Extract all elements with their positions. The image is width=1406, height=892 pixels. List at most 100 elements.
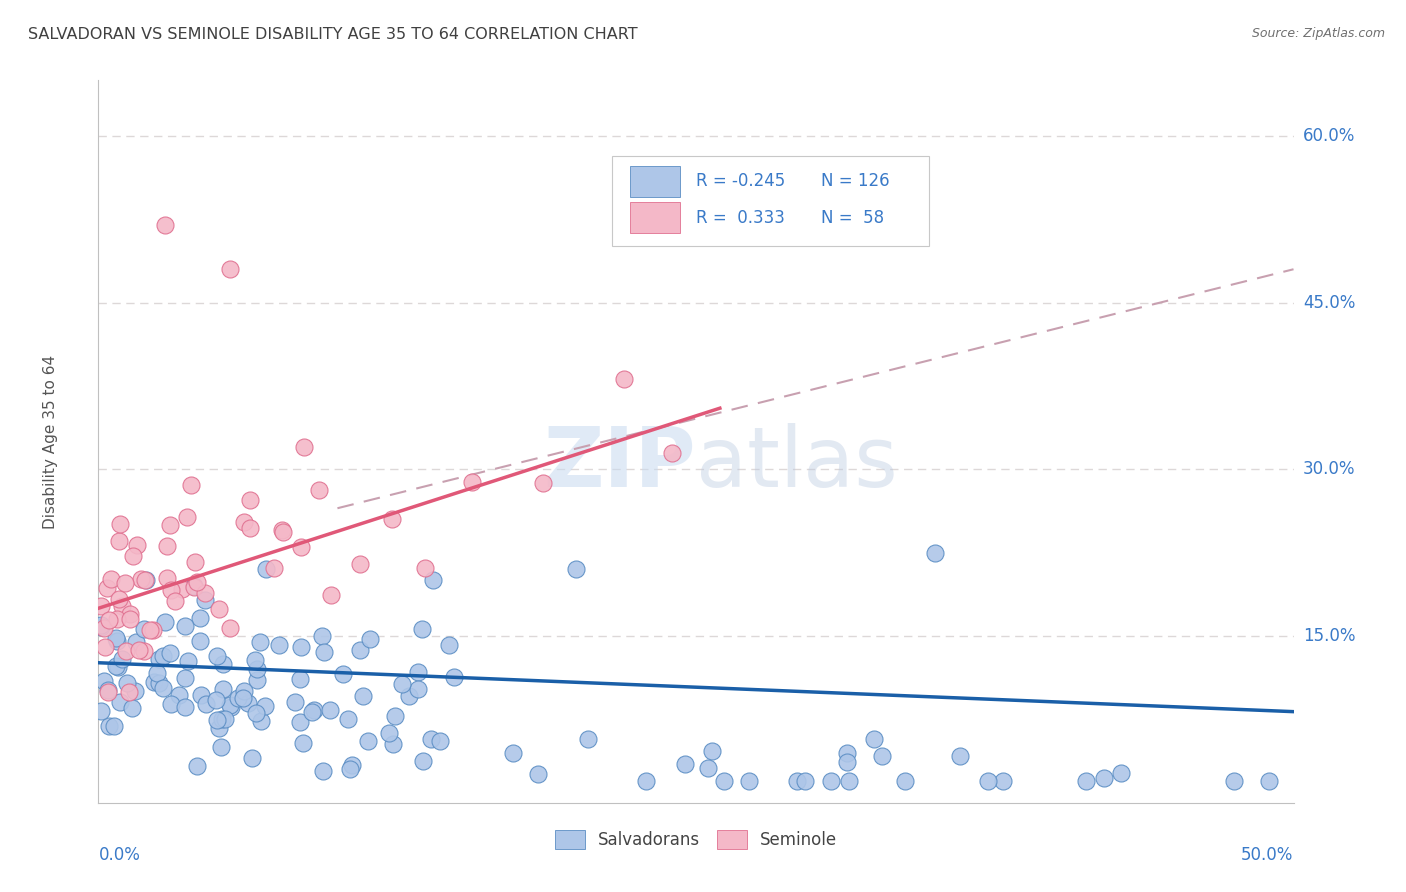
Point bbox=[183, 579, 205, 593]
Point bbox=[195, 697, 218, 711]
Text: 15.0%: 15.0% bbox=[1303, 627, 1355, 645]
Point bbox=[419, 731, 441, 746]
Point bbox=[991, 773, 1014, 788]
Point bbox=[214, 713, 236, 727]
Point bbox=[634, 773, 657, 788]
Point bbox=[697, 761, 720, 775]
Point bbox=[302, 703, 325, 717]
Point bbox=[148, 676, 170, 690]
Point bbox=[219, 700, 242, 714]
Point bbox=[288, 672, 311, 686]
Point bbox=[90, 617, 112, 632]
Point bbox=[1109, 766, 1132, 780]
Point bbox=[301, 705, 323, 719]
Point bbox=[165, 593, 187, 607]
Point bbox=[159, 518, 181, 533]
Point bbox=[97, 684, 120, 698]
Point bbox=[108, 534, 131, 549]
Point bbox=[105, 659, 128, 673]
Point bbox=[319, 588, 342, 602]
FancyBboxPatch shape bbox=[630, 202, 681, 233]
Point bbox=[271, 525, 294, 540]
Point bbox=[1223, 773, 1246, 788]
Point bbox=[232, 690, 254, 705]
Point bbox=[284, 696, 307, 710]
Point bbox=[406, 681, 429, 696]
Point bbox=[977, 773, 1000, 788]
Text: N =  58: N = 58 bbox=[821, 209, 884, 227]
FancyBboxPatch shape bbox=[630, 166, 681, 196]
Point bbox=[142, 675, 165, 690]
Point bbox=[673, 756, 696, 771]
Point bbox=[160, 697, 183, 711]
Point bbox=[209, 739, 232, 754]
Point bbox=[267, 638, 290, 652]
Point bbox=[90, 704, 112, 718]
Point bbox=[186, 575, 208, 590]
Point bbox=[132, 644, 155, 658]
Point bbox=[111, 599, 134, 613]
Point bbox=[156, 571, 179, 585]
Point bbox=[139, 623, 162, 637]
Point bbox=[835, 755, 858, 769]
Point bbox=[107, 660, 129, 674]
Point bbox=[142, 624, 165, 638]
Point bbox=[254, 562, 277, 576]
Point bbox=[565, 562, 588, 576]
Point bbox=[96, 582, 118, 596]
Point bbox=[863, 732, 886, 747]
Point bbox=[194, 592, 217, 607]
Point bbox=[228, 690, 250, 705]
Point bbox=[246, 662, 269, 676]
Point bbox=[152, 681, 174, 695]
Point bbox=[233, 684, 256, 698]
Point bbox=[125, 634, 148, 648]
Point bbox=[219, 698, 242, 712]
Point bbox=[527, 767, 550, 781]
Point bbox=[239, 492, 262, 507]
Point bbox=[245, 706, 267, 721]
Point bbox=[114, 575, 136, 590]
Point bbox=[271, 524, 294, 538]
Point bbox=[412, 754, 434, 768]
Text: 60.0%: 60.0% bbox=[1303, 127, 1355, 145]
Point bbox=[174, 700, 197, 714]
Point bbox=[212, 657, 235, 671]
Point bbox=[205, 648, 228, 663]
Point bbox=[132, 623, 155, 637]
Point bbox=[152, 648, 174, 663]
Point bbox=[700, 744, 723, 758]
Point bbox=[233, 516, 256, 530]
Point bbox=[1092, 771, 1115, 785]
Point bbox=[239, 521, 262, 535]
Text: 50.0%: 50.0% bbox=[1241, 847, 1294, 864]
Point bbox=[155, 218, 177, 232]
Point bbox=[340, 758, 363, 772]
Point bbox=[148, 652, 170, 666]
Text: R =  0.333: R = 0.333 bbox=[696, 209, 785, 227]
Point bbox=[156, 539, 179, 553]
Point bbox=[319, 703, 342, 717]
Point bbox=[114, 643, 136, 657]
Point bbox=[104, 631, 127, 645]
Point bbox=[176, 509, 198, 524]
Point bbox=[194, 586, 217, 600]
Point bbox=[245, 653, 267, 667]
Point bbox=[211, 712, 233, 726]
Point bbox=[359, 632, 381, 646]
Point bbox=[576, 731, 599, 746]
Point bbox=[90, 620, 112, 634]
Point bbox=[183, 580, 205, 594]
Point bbox=[429, 733, 451, 747]
Point bbox=[894, 773, 917, 788]
Point bbox=[170, 582, 193, 597]
Point bbox=[242, 751, 264, 765]
Point bbox=[100, 572, 122, 586]
Point bbox=[125, 538, 148, 552]
Point bbox=[290, 640, 312, 654]
Point bbox=[153, 615, 176, 630]
Text: 30.0%: 30.0% bbox=[1303, 460, 1355, 478]
Point bbox=[531, 475, 554, 490]
Point bbox=[443, 670, 465, 684]
Point bbox=[135, 574, 157, 588]
